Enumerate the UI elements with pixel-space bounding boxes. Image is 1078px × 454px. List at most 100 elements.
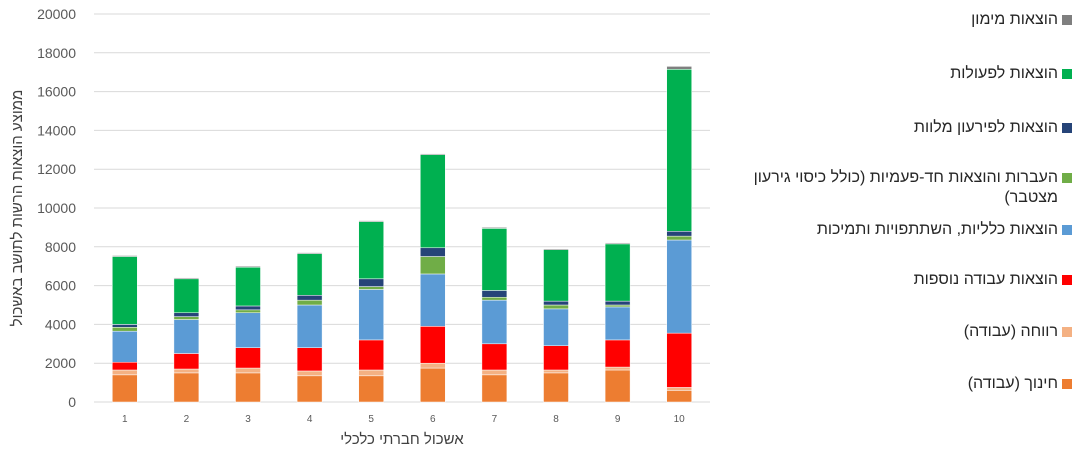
x-axis-ticks: 1 2 3 4 5 6 7 8 9 10 [122,414,685,425]
y-axis-ticks: 0 2000 4000 6000 8000 10000 12000 14000 16000 180… [37,6,76,410]
bar-segment-series-2-cat-3 [235,347,261,369]
bar-segment-series-0-cat-9 [604,369,631,403]
bar-segment-series-6-cat-6 [420,154,446,249]
bar-segment-series-7-cat-7 [481,227,508,229]
legend-swatch [1062,123,1072,133]
bar-segment-series-2-cat-5 [358,339,384,371]
bar-segment-series-0-cat-4 [296,375,323,403]
bar-segment-series-3-cat-5 [358,289,384,341]
bar-segment-series-3-cat-1 [112,330,138,363]
bar-segment-series-7-cat-8 [543,248,569,250]
bars [112,66,692,403]
bar-segment-series-6-cat-8 [543,249,569,302]
x-tick-label: 10 [674,414,686,425]
legend-label: הוצאות מימון [971,11,1058,28]
bar-segment-series-1-cat-9 [604,366,631,371]
y-tick-label: 12000 [37,161,76,177]
legend-label: הוצאות כלליות, השתתפויות ותמיכות [816,221,1058,238]
legend-label: הוצאות לפירעון מלוות [913,119,1058,136]
bar-segment-series-4-cat-4 [296,299,323,306]
bar-segment-series-6-cat-7 [481,228,508,291]
bar-segment-series-7-cat-2 [173,277,200,280]
legend-label: הוצאות לפעולות [950,65,1058,82]
y-tick-label: 4000 [45,316,76,332]
y-tick-label: 16000 [37,84,76,100]
bar-segment-series-2-cat-2 [173,353,200,370]
legend-swatch [1062,225,1072,235]
bar-segment-series-4-cat-3 [235,309,261,314]
x-tick-label: 1 [122,414,128,425]
bar-segment-series-1-cat-1 [112,369,138,376]
y-tick-label: 8000 [45,239,76,255]
bar-segment-series-3-cat-2 [173,319,200,354]
bar-segment-series-5-cat-8 [543,300,569,306]
bar-segment-series-0-cat-5 [358,375,384,403]
legend-swatch [1062,173,1072,183]
legend-swatch [1062,379,1072,389]
y-tick-label: 10000 [37,200,76,216]
legend-item: רווחה (עבודה) [742,322,1072,342]
y-tick-label: 2000 [45,355,76,371]
bar-segment-series-1-cat-7 [481,369,508,376]
bar-segment-series-7-cat-1 [112,255,138,257]
bar-segment-series-6-cat-10 [666,69,692,232]
x-tick-label: 7 [492,414,498,425]
bar-segment-series-5-cat-6 [420,247,446,257]
bar-segment-series-4-cat-9 [604,304,631,308]
bar-segment-series-2-cat-8 [543,345,569,371]
y-axis-title: ממוצע הוצאות הרשות לתושב באשכול [9,90,26,327]
bar-segment-series-0-cat-7 [481,374,508,403]
bar-segment-series-5-cat-10 [666,231,692,237]
bar-segment-series-1-cat-5 [358,369,384,377]
bar-segment-series-0-cat-3 [235,372,261,403]
bar-segment-series-2-cat-7 [481,343,508,371]
legend-item: חינוך (עבודה) [742,374,1072,394]
bar-segment-series-5-cat-1 [112,324,138,328]
legend: הוצאות מימון הוצאות לפעולות הוצאות לפירעון… [740,0,1078,454]
bar-segment-series-3-cat-7 [481,299,508,345]
bar-segment-series-6-cat-2 [173,278,200,314]
bar-segment-series-0-cat-10 [666,390,692,403]
legend-label: חינוך (עבודה) [967,375,1058,392]
bar-segment-series-1-cat-10 [666,387,692,391]
bar-segment-series-5-cat-4 [296,295,323,301]
bar-segment-series-2-cat-1 [112,361,138,371]
bar-segment-series-0-cat-8 [543,372,569,403]
bar-segment-series-4-cat-5 [358,286,384,290]
bar-segment-series-3-cat-10 [666,239,692,334]
bar-segment-series-1-cat-4 [296,370,323,377]
bar-segment-series-7-cat-6 [420,153,446,155]
y-tick-label: 20000 [37,6,76,22]
y-tick-label: 14000 [37,122,76,138]
bar-segment-series-4-cat-7 [481,296,508,301]
bar-segment-series-1-cat-8 [543,369,569,374]
bar-segment-series-3-cat-6 [420,273,446,327]
x-tick-label: 2 [184,414,190,425]
x-axis-title: אשכול חברתי כלכלי [340,431,464,448]
bar-segment-series-5-cat-5 [358,278,384,287]
bar-segment-series-6-cat-5 [358,221,384,280]
bar-segment-series-6-cat-3 [235,266,261,307]
x-tick-label: 6 [430,414,436,425]
bar-segment-series-5-cat-9 [604,300,631,306]
bar-segment-series-6-cat-4 [296,253,323,296]
x-tick-label: 5 [368,414,374,425]
bar-segment-series-7-cat-9 [604,242,631,245]
legend-swatch [1062,327,1072,337]
bar-segment-series-4-cat-1 [112,327,138,332]
legend-item: העברות והוצאות חד-פעמיות (כולל כיסוי גיר… [752,168,1072,208]
legend-swatch [1062,69,1072,79]
bar-segment-series-3-cat-8 [543,308,569,346]
bar-segment-series-4-cat-8 [543,304,569,310]
bar-segment-series-3-cat-4 [296,304,323,348]
legend-swatch [1062,15,1072,25]
bar-segment-series-7-cat-10 [666,66,692,70]
bar-segment-series-2-cat-9 [604,339,631,368]
legend-label: העברות והוצאות חד-פעמיות (כולל כיסוי גיר… [753,169,1058,206]
legend-item: הוצאות לפעולות [742,64,1072,84]
bar-segment-series-2-cat-4 [296,347,323,372]
bar-segment-series-1-cat-6 [420,362,446,369]
x-tick-label: 8 [553,414,559,425]
x-tick-label: 3 [245,414,251,425]
legend-item: הוצאות כלליות, השתתפויות ותמיכות [742,220,1072,240]
